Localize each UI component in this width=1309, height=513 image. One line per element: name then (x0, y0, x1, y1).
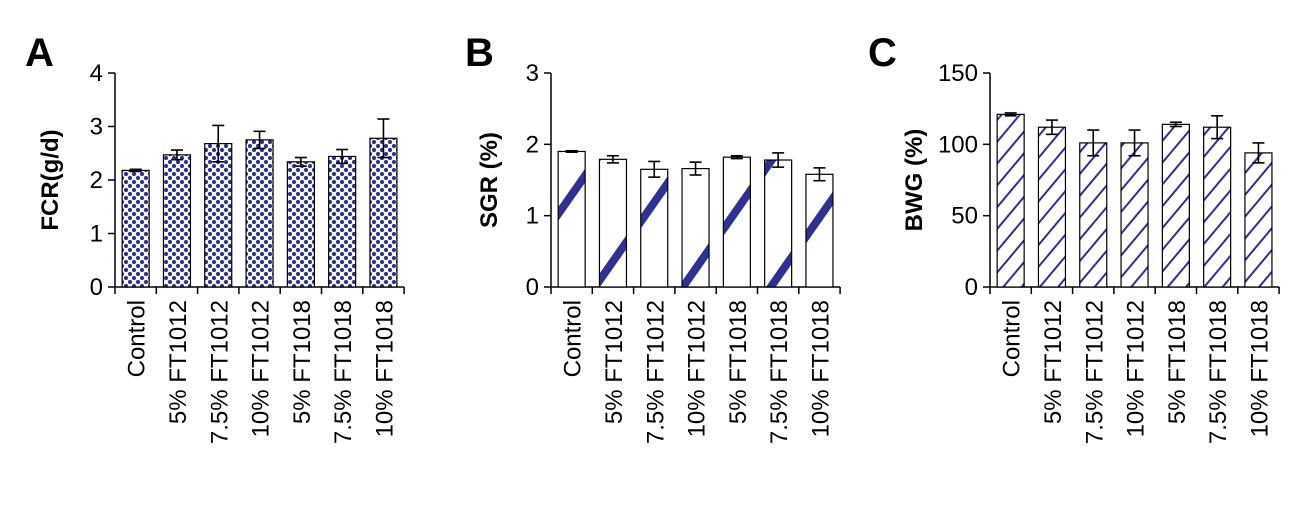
bar (286, 161, 315, 288)
y-axis-title: SGR (%) (476, 132, 503, 228)
y-tick-label: 100 (938, 131, 978, 158)
bar (369, 137, 398, 288)
x-tick-label: 7.5% FT1012 (642, 300, 669, 444)
x-tick-label: 10% FT1012 (684, 300, 711, 437)
x-tick-label: 7.5% FT1012 (1081, 300, 1108, 444)
x-tick-label: 5% FT1012 (1040, 300, 1067, 424)
x-tick-label: 5% FT1018 (289, 300, 316, 424)
x-tick-label: 10% FT1018 (371, 300, 398, 437)
x-tick-label: 5% FT1012 (601, 300, 628, 424)
x-tick-label: 5% FT1012 (165, 300, 192, 424)
chart-panel-b: B 0 1 2 3 SGR (%) Control 5% FT1012 7.5% FT1012 1… (465, 31, 841, 444)
bar (1203, 126, 1232, 288)
x-tick-label: 7.5% FT1018 (330, 300, 357, 444)
y-tick-label: 150 (938, 60, 978, 87)
y-tick-label: 50 (951, 203, 978, 230)
y-tick-label: 3 (526, 60, 539, 87)
x-tick-label: 7.5% FT1018 (1205, 300, 1232, 444)
chart-panel-c: C 0 50 100 150 BWG (%) Control 5% FT1012 7.5% FT… (868, 31, 1280, 444)
x-tick-label: 10% FT1012 (1123, 300, 1150, 437)
panel-label: A (25, 31, 54, 75)
bar (1120, 142, 1149, 288)
y-tick-label: 4 (90, 60, 103, 87)
x-tick-label: 5% FT1018 (1164, 300, 1191, 424)
x-tick-label: Control (999, 300, 1026, 377)
bar (681, 167, 710, 288)
bar (204, 143, 233, 288)
x-tick-label: 10% FT1018 (1246, 300, 1273, 437)
bar (722, 156, 751, 288)
y-tick-label: 0 (90, 274, 103, 301)
x-tick-label: Control (560, 300, 587, 377)
y-tick-label: 2 (90, 167, 103, 194)
bar (1161, 123, 1190, 288)
y-tick-label: 2 (526, 131, 539, 158)
bar (121, 169, 150, 288)
y-tick-label: 3 (90, 114, 103, 141)
x-tick-label: Control (124, 300, 151, 377)
bar (328, 155, 357, 288)
y-tick-label: 0 (965, 274, 978, 301)
x-tick-label: 7.5% FT1012 (206, 300, 233, 444)
bar (557, 150, 586, 288)
chart-panel-a: A 0 1 2 3 4 FCR(g/d) Control 5% FT1012 7.5% FT101… (25, 31, 405, 444)
bar (162, 154, 192, 288)
y-tick-label: 1 (526, 203, 539, 230)
bar (245, 139, 274, 288)
x-tick-label: 10% FT1018 (807, 300, 834, 437)
bar (1037, 126, 1067, 288)
y-axis-title: BWG (%) (901, 129, 928, 232)
bar (764, 159, 793, 288)
x-tick-label: 7.5% FT1018 (766, 300, 793, 444)
bar (1244, 152, 1273, 288)
panel-label: B (465, 31, 494, 75)
bar (598, 158, 628, 288)
panel-label: C (868, 31, 897, 75)
y-tick-label: 1 (90, 221, 103, 248)
x-tick-label: 10% FT1012 (248, 300, 275, 437)
bar (996, 113, 1025, 288)
bar (805, 173, 834, 288)
bar (640, 168, 669, 288)
bar (1079, 142, 1108, 288)
y-tick-label: 0 (526, 274, 539, 301)
y-axis-title: FCR(g/d) (37, 129, 64, 230)
x-tick-label: 5% FT1018 (725, 300, 752, 424)
